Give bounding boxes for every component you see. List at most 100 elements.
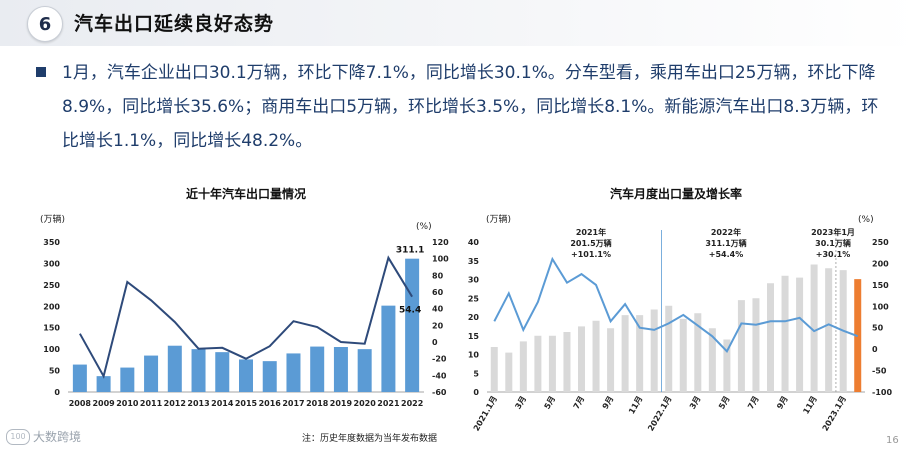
chart2-bar [679,318,687,392]
chart1-yunit-right: (%) [416,222,432,232]
chart2-annotation-year: 2022年 [711,227,741,237]
chart1-ytick-right: -60 [432,388,447,397]
chart1-xtick: 2011 [140,399,163,408]
chart2-bar [534,335,542,392]
chart2-bar [767,283,774,392]
header-bar [0,0,919,46]
chart2-growth-line [493,256,859,353]
chart1-title: 近十年汽车出口量情况 [186,186,306,201]
chart2-ytick-right: 200 [872,259,889,268]
chart1-bar [381,305,396,392]
chart2-bar [636,315,644,392]
chart2-ytick-right: 150 [872,281,889,290]
chart1-bar [310,346,325,392]
chart1-xtick: 2013 [187,399,209,408]
chart2-ytick-right: 50 [872,324,884,333]
chart1-ytick-left: 250 [43,281,60,290]
chart2-ytick-right: 0 [872,345,878,354]
chart1-bar [144,355,159,392]
chart2-bar [723,339,731,392]
chart1-ytick-left: 50 [49,367,61,376]
chart1-bar [239,359,253,392]
chart2-xtick: 2022.1月 [646,395,673,433]
chart2-xtick: 11月 [627,395,644,416]
chart2-annotation-year: 2023年1月 [811,227,855,237]
chart2-ytick-left: 5 [473,369,479,378]
chart2-bar [578,326,585,392]
chart1-bar [215,352,230,392]
chart1-ytick-left: 150 [43,324,60,333]
chart2-annotation-total: 30.1万辆 [815,238,851,248]
chart2-annotation-growth: +54.4% [709,250,743,259]
chart1-ytick-right: -20 [432,355,447,364]
chart2-ytick-left: 30 [468,276,480,285]
chart1-xtick: 2008 [69,399,92,408]
chart1-xtick: 2014 [211,399,234,408]
chart2-ytick-right: 100 [872,302,889,311]
chart1-ytick-right: 80 [432,271,444,280]
chart1-xtick: 2010 [116,399,139,408]
section-number-badge: 6 [27,6,63,42]
chart1-ytick-left: 200 [43,302,60,311]
chart2-title: 汽车月度出口量及增长率 [610,186,742,201]
chart2-xtick: 11月 [801,395,818,416]
chart2-bar [621,315,629,392]
chart2-bar [548,335,556,392]
chart2-ytick-right: -100 [872,388,892,397]
chart2-bar [796,277,804,392]
chart2-ytick-left: 35 [468,257,480,266]
chart2-bar [781,275,789,392]
chart2-xtick: 9月 [775,395,790,411]
chart2-bar [607,328,615,392]
chart2-bar [563,332,571,392]
chart1-xtick: 2009 [92,399,115,408]
logo-mark-icon: 100 [6,428,30,445]
chart1-xtick: 2017 [282,399,304,408]
chart2-bar [650,309,658,392]
chart1-ytick-right: 120 [432,238,449,247]
chart1-bar [262,361,277,392]
chart2-bar [737,300,745,392]
chart2-annotation-total: 311.1万辆 [705,238,746,248]
chart2-ytick-left: 40 [468,238,480,247]
chart2-xtick: 7月 [572,395,587,411]
chart2-xtick: 7月 [746,395,761,411]
chart1-xtick: 2020 [354,399,377,408]
logo: 100 大数跨境 [6,428,81,445]
chart2-xtick: 2021.1月 [472,395,499,433]
chart1-bar [191,349,206,392]
chart2-ytick-right: -50 [872,367,887,376]
page-number: 16 [886,435,899,446]
chart2-bar [490,347,498,392]
chart1-ytick-left: 300 [43,259,60,268]
chart1-xtick: 2012 [164,399,186,408]
chart2-ytick-left: 10 [468,351,480,360]
chart1-ytick-right: -40 [432,371,447,380]
chart1-ytick-right: 60 [432,288,444,297]
chart1-bar [167,345,182,392]
chart2-ytick-left: 0 [473,388,479,397]
chart2-annotation-year: 2021年 [576,227,606,237]
chart2-annotation-total: 201.5万辆 [570,238,611,248]
chart2-yunit-left: (万辆) [486,213,511,225]
chart2-bar [592,320,600,392]
chart1-ytick-right: 0 [432,338,438,347]
chart2-bar [519,341,527,392]
chart1-bar [72,364,87,392]
chart2-annotation-growth: +30.1% [816,250,850,259]
chart1-xtick: 2015 [235,399,258,408]
chart1-xtick: 2018 [306,399,329,408]
chart2-bar [665,305,673,392]
chart1-line-label: 54.4 [399,306,421,316]
chart2-ytick-left: 20 [468,313,480,322]
chart2-xtick: 2023.1月 [821,395,848,433]
chart2-xtick: 3月 [513,395,528,411]
page-title: 汽车出口延续良好态势 [74,13,275,35]
chart2-bar [694,313,702,392]
chart1-bar-label: 311.1 [396,246,424,256]
chart2-bar [505,352,513,392]
chart2-ytick-left: 25 [468,294,480,303]
chart1-ytick-right: 100 [432,255,449,264]
chart2-annotation-growth: +101.1% [571,250,611,259]
